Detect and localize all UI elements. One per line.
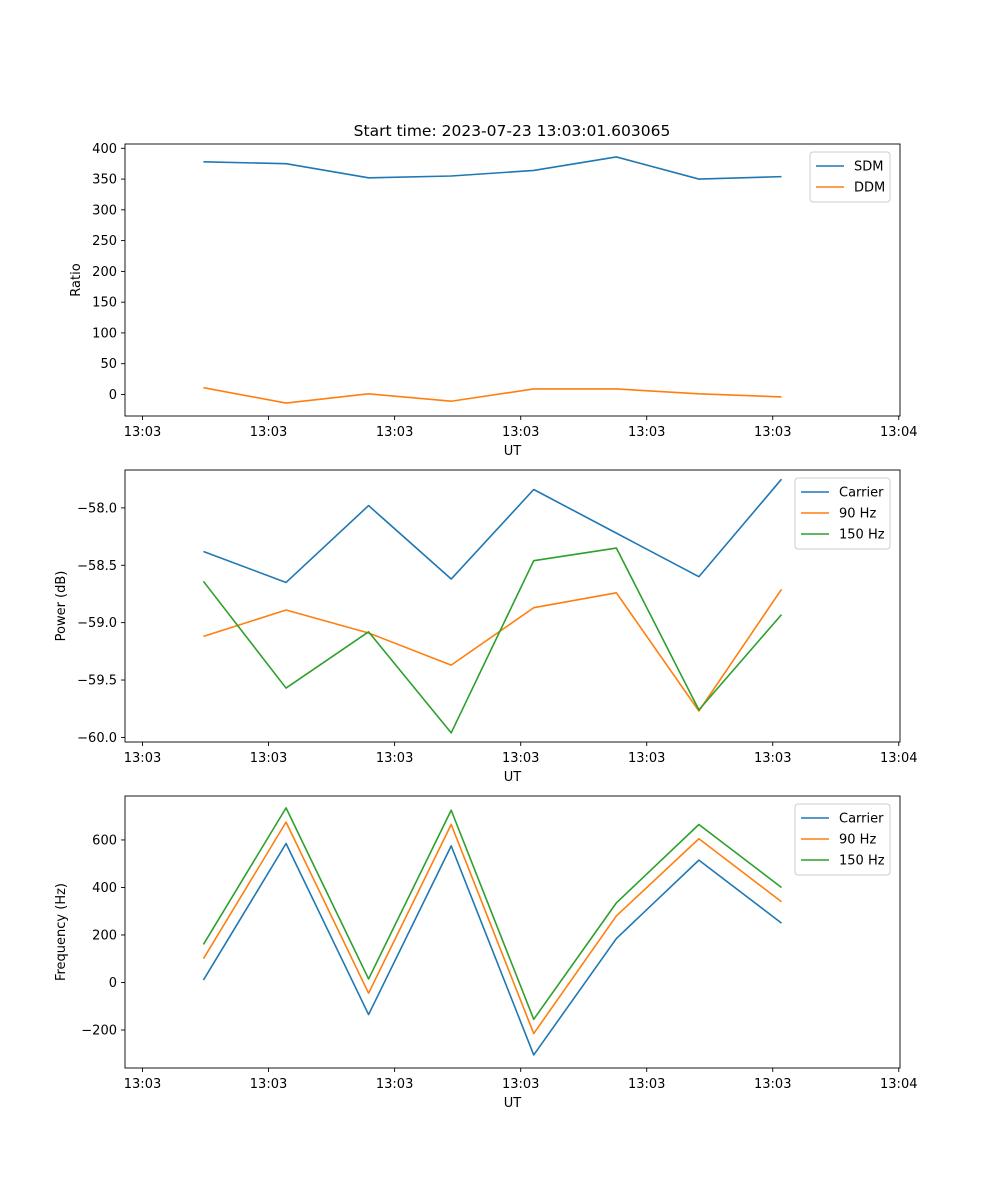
x-tick-label: 13:03 <box>376 1077 413 1092</box>
x-tick-label: 13:03 <box>124 1077 161 1092</box>
legend-label: Carrier <box>839 486 884 501</box>
x-tick-label: 13:03 <box>376 751 413 766</box>
series-line-90-hz <box>202 821 782 1035</box>
x-tick-label: 13:03 <box>124 425 161 440</box>
legend-box <box>794 477 891 550</box>
series-line-sdm <box>203 156 782 180</box>
y-tick-label: 50 <box>100 357 117 372</box>
y-tick-label: 350 <box>92 173 117 188</box>
axes-frame <box>124 143 901 417</box>
legend-box <box>809 151 891 203</box>
y-tick-label: 0 <box>109 976 117 991</box>
y-tick-label: 0 <box>109 388 117 403</box>
x-tick-label: 13:04 <box>880 751 917 766</box>
legend-label: 90 Hz <box>839 507 876 522</box>
axes-frame <box>124 469 901 743</box>
y-tick-label: −59.5 <box>77 674 117 689</box>
y-tick-label: 250 <box>92 234 117 249</box>
subplot-3: 13:03 13:03 13:03 13:03 13:03 13:03 13:04 −200 0… <box>54 795 917 1111</box>
x-tick-label: 13:03 <box>502 425 539 440</box>
legend-label: 90 Hz <box>839 833 876 848</box>
legend-label: Carrier <box>839 812 884 827</box>
legend: Carrier 90 Hz 150 Hz <box>794 803 891 876</box>
figure-title: Start time: 2023-07-23 13:03:01.603065 <box>354 122 671 140</box>
subplots: 13:03 13:03 13:03 13:03 13:03 13:03 13:04 0 50 10… <box>54 142 917 1111</box>
legend-label: 150 Hz <box>839 528 885 543</box>
x-tick-label: 13:03 <box>250 751 287 766</box>
x-tick-label: 13:03 <box>628 751 665 766</box>
y-tick-label: 400 <box>92 881 117 896</box>
y-tick-label: 200 <box>92 265 117 280</box>
y-tick-label: −60.0 <box>77 731 117 746</box>
x-axis-label: UT <box>504 1096 522 1111</box>
y-tick-label: 200 <box>92 928 117 943</box>
series-line-150-hz <box>202 547 783 734</box>
x-tick-label: 13:03 <box>502 1077 539 1092</box>
x-tick-label: 13:03 <box>250 425 287 440</box>
y-tick-label: −58.0 <box>77 501 117 516</box>
x-tick-label: 13:03 <box>124 751 161 766</box>
series-line-carrier <box>202 842 782 1056</box>
legend: SDM DDM <box>809 151 891 203</box>
legend: Carrier 90 Hz 150 Hz <box>794 477 891 550</box>
x-axis-label: UT <box>504 444 522 459</box>
y-tick-label: 300 <box>92 203 117 218</box>
x-tick-label: 13:03 <box>754 1077 791 1092</box>
y-tick-label: −58.5 <box>77 559 117 574</box>
y-axis-label: Ratio <box>69 263 84 296</box>
y-tick-label: −59.0 <box>77 616 117 631</box>
y-tick-label: 600 <box>92 833 117 848</box>
legend-box <box>794 803 891 876</box>
legend-label: 150 Hz <box>839 854 885 869</box>
x-tick-label: 13:04 <box>880 1077 917 1092</box>
x-tick-label: 13:03 <box>250 1077 287 1092</box>
y-tick-label: −200 <box>81 1023 117 1038</box>
axes-frame <box>124 795 901 1069</box>
y-tick-label: 100 <box>92 326 117 341</box>
y-axis-label: Power (dB) <box>54 571 69 642</box>
x-tick-label: 13:03 <box>754 751 791 766</box>
series-line-carrier <box>203 478 783 584</box>
x-tick-label: 13:03 <box>628 1077 665 1092</box>
x-axis-label: UT <box>504 770 522 785</box>
y-tick-label: 400 <box>92 142 117 157</box>
x-tick-label: 13:03 <box>628 425 665 440</box>
x-tick-label: 13:03 <box>502 751 539 766</box>
legend-label: SDM <box>854 160 883 175</box>
subplot-1: 13:03 13:03 13:03 13:03 13:03 13:03 13:04 0 50 10… <box>69 142 917 459</box>
series-line-150-hz <box>202 807 782 1021</box>
x-tick-label: 13:03 <box>376 425 413 440</box>
series-line-ddm <box>203 386 782 404</box>
y-tick-label: 150 <box>92 296 117 311</box>
y-axis-label: Frequency (Hz) <box>54 883 69 981</box>
x-tick-label: 13:03 <box>754 425 791 440</box>
legend-label: DDM <box>854 181 885 196</box>
x-tick-label: 13:04 <box>880 425 917 440</box>
series-line-90-hz <box>203 588 783 712</box>
subplot-2: 13:03 13:03 13:03 13:03 13:03 13:03 13:04 −60.0… <box>54 469 917 785</box>
